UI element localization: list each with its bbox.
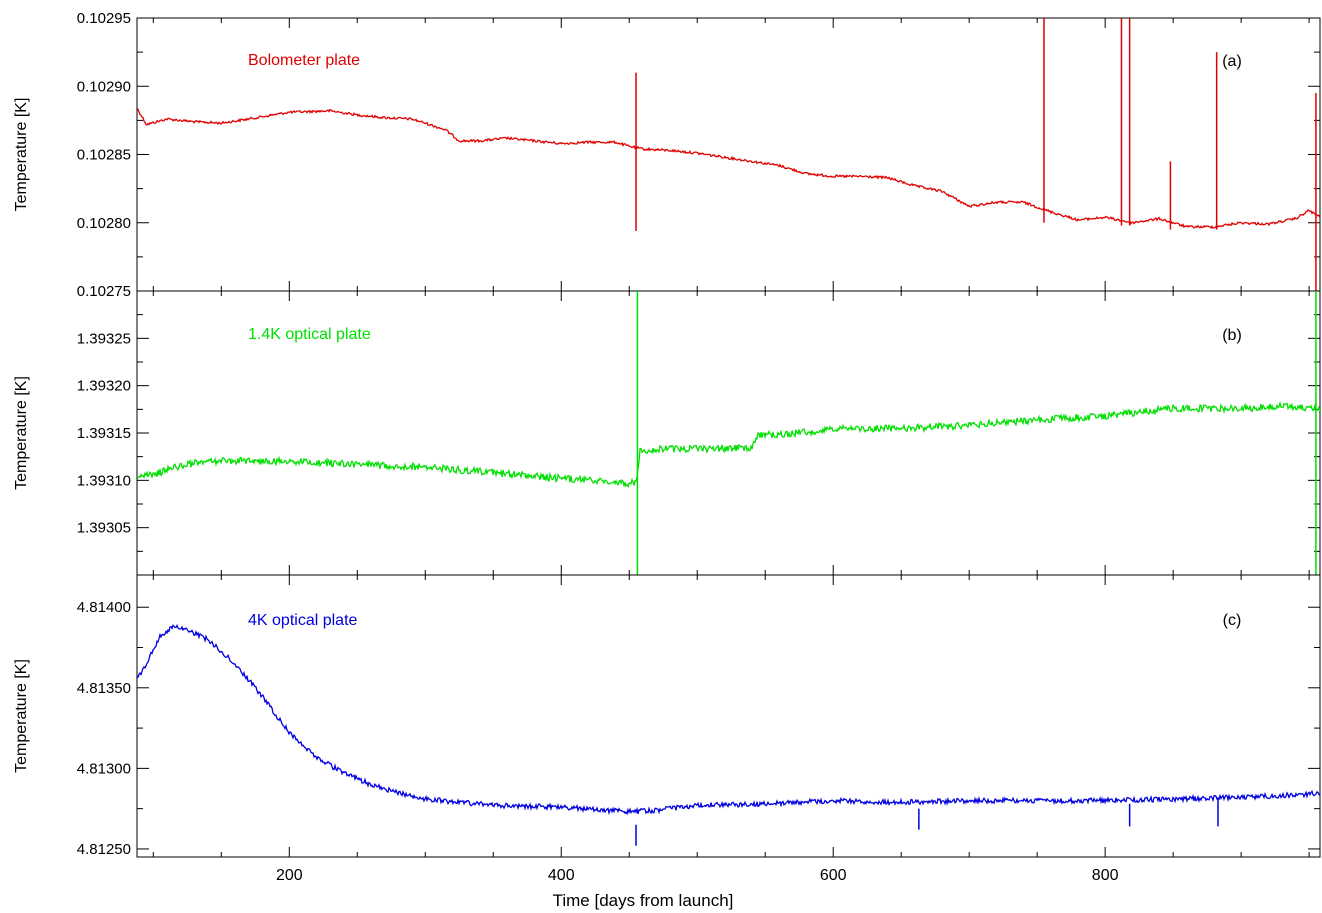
- series-label: 4K optical plate: [248, 612, 358, 629]
- panel-label: (a): [1222, 53, 1242, 70]
- series-line: [137, 623, 1320, 816]
- y-tick-label: 1.39305: [77, 520, 131, 537]
- x-tick-label: 600: [820, 867, 847, 884]
- y-tick-label: 1.39310: [77, 472, 131, 489]
- y-tick-label: 1.39315: [77, 425, 131, 442]
- x-tick-label: 400: [548, 867, 575, 884]
- y-tick-label: 4.81250: [77, 841, 131, 858]
- panel-label: (b): [1222, 327, 1242, 344]
- x-axis-label: Time [days from launch]: [553, 891, 734, 910]
- y-tick-label: 1.39320: [77, 378, 131, 395]
- y-axis-label: Temperature [K]: [13, 659, 30, 773]
- y-tick-label: 4.81300: [77, 760, 131, 777]
- y-axis-label: Temperature [K]: [13, 376, 30, 490]
- plot-frame: [136, 574, 1321, 858]
- series-label: Bolometer plate: [248, 52, 360, 69]
- x-tick-label: 200: [276, 867, 303, 884]
- y-tick-label: 0.10280: [77, 215, 131, 232]
- series-label: 1.4K optical plate: [248, 326, 371, 343]
- y-tick-label: 0.10285: [77, 147, 131, 164]
- y-tick-label: 4.81400: [77, 599, 131, 616]
- y-axis-label: Temperature [K]: [13, 98, 30, 212]
- panel-label: (c): [1223, 612, 1242, 629]
- panel-2: [136, 574, 1321, 858]
- series-line: [137, 400, 1320, 489]
- y-tick-label: 1.39325: [77, 330, 131, 347]
- y-tick-label: 4.81350: [77, 680, 131, 697]
- y-tick-label: 0.10275: [77, 283, 131, 300]
- y-tick-label: 0.10295: [77, 10, 131, 27]
- x-tick-label: 800: [1092, 867, 1119, 884]
- series-line: [137, 107, 1320, 229]
- y-tick-label: 0.10290: [77, 78, 131, 95]
